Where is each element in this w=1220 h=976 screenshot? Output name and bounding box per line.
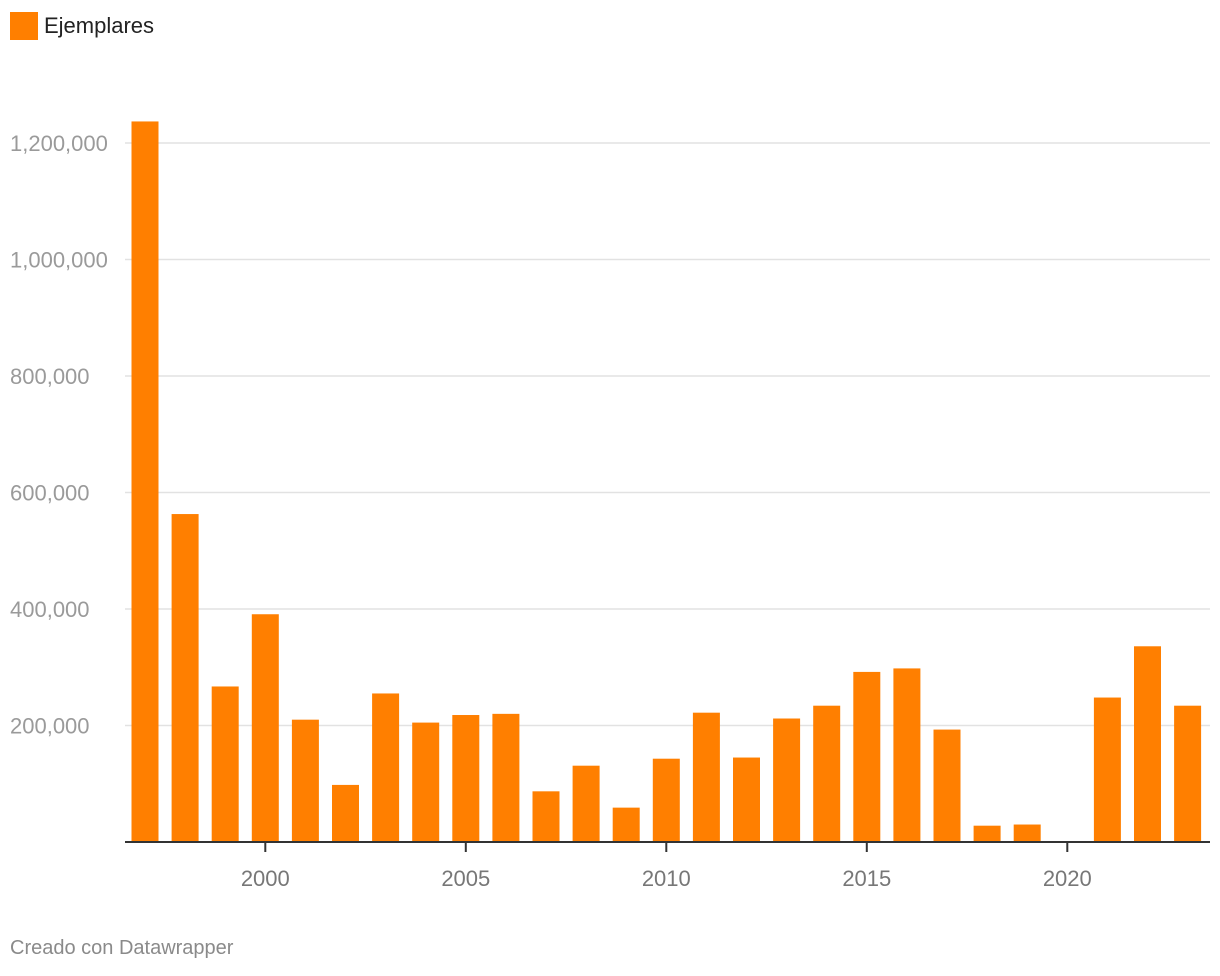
bar-2023 <box>1174 705 1202 842</box>
bar-2005 <box>452 715 480 842</box>
grid-lines <box>125 142 1210 727</box>
bar-2015 <box>853 671 881 842</box>
bar-2011 <box>692 712 720 842</box>
legend-swatch <box>10 12 38 40</box>
y-tick-label: 600,000 <box>10 481 90 506</box>
bar-2013 <box>773 718 801 842</box>
x-tick-label: 2005 <box>441 866 490 891</box>
bar-2019 <box>1013 824 1041 842</box>
bar-2017 <box>933 729 961 842</box>
bars <box>131 121 1202 842</box>
y-tick-label: 200,000 <box>10 714 90 739</box>
x-axis: 2000 2005 2010 2015 2020 <box>125 841 1210 891</box>
footer-credit: Creado con Datawrapper <box>10 937 234 959</box>
bar-2012 <box>733 757 760 842</box>
bar-2008 <box>572 765 600 842</box>
bar-2010 <box>652 758 680 842</box>
bar-2003 <box>372 693 400 842</box>
bar-2004 <box>412 722 440 842</box>
y-axis-tick-labels: 200,000 400,000 600,000 800,000 1,000,000 1,2… <box>10 131 108 739</box>
x-tick-label: 2015 <box>842 866 891 891</box>
legend: Ejemplares <box>10 12 154 40</box>
y-tick-label: 1,000,000 <box>10 248 108 273</box>
bar-2021 <box>1093 697 1121 842</box>
y-tick-label: 1,200,000 <box>10 131 108 156</box>
bar-chart: 200,000 400,000 600,000 800,000 1,000,000 1,2… <box>10 121 1210 891</box>
bar-2007 <box>532 791 560 842</box>
bar-2001 <box>291 719 319 842</box>
bar-1998 <box>171 514 199 842</box>
bar-2014 <box>813 705 841 842</box>
bar-2006 <box>492 713 520 842</box>
bar-1997 <box>131 121 159 842</box>
x-tick-label: 2000 <box>241 866 290 891</box>
bar-2016 <box>893 668 921 842</box>
x-tick-label: 2020 <box>1043 866 1092 891</box>
y-tick-label: 400,000 <box>10 597 90 622</box>
bar-2009 <box>612 807 640 842</box>
bar-2002 <box>332 784 359 842</box>
bar-2022 <box>1134 646 1161 842</box>
y-tick-label: 800,000 <box>10 364 90 389</box>
bar-2000 <box>251 614 279 842</box>
x-tick-label: 2010 <box>642 866 691 891</box>
bar-1999 <box>211 686 239 842</box>
bar-2018 <box>973 825 1001 842</box>
legend-label: Ejemplares <box>44 13 155 38</box>
